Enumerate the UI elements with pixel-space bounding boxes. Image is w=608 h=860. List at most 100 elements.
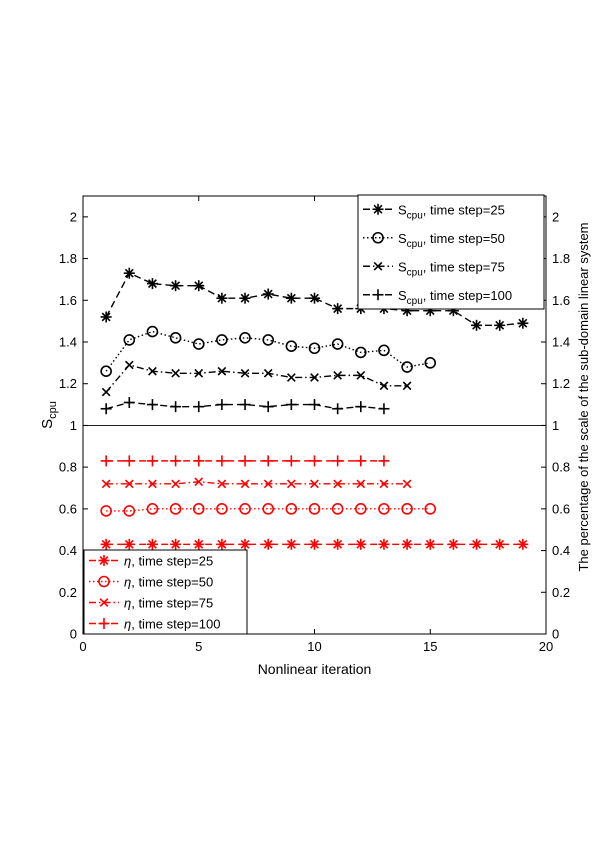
series-6-point-0 bbox=[101, 479, 111, 489]
y-tick-label-right-2: 0.4 bbox=[552, 543, 570, 558]
legend-1-label-2: η, time step=75 bbox=[124, 596, 213, 611]
series-2-point-1-b bbox=[124, 360, 134, 370]
series-5-point-13 bbox=[401, 503, 413, 515]
legend-0-label-1: Scpu, time step=50 bbox=[398, 231, 505, 250]
y-axis-label-left-subscript: cpu bbox=[47, 401, 59, 419]
series-4-point-2-b bbox=[147, 539, 157, 549]
series-0-point-7-b bbox=[263, 289, 273, 299]
series-6-point-10-b bbox=[333, 479, 343, 489]
y-tick-label-left-8: 1.6 bbox=[59, 293, 77, 308]
series-6-point-10 bbox=[333, 479, 343, 489]
series-4-point-6-b bbox=[240, 539, 250, 549]
y-tick-label-right-10: 2 bbox=[552, 209, 559, 224]
series-0-point-16-b bbox=[472, 320, 482, 330]
legend-0-label-sub-2: cpu bbox=[407, 267, 423, 278]
series-4-point-18-b bbox=[518, 539, 528, 549]
series-1-point-4 bbox=[192, 338, 205, 350]
series-1-point-7 bbox=[262, 334, 275, 346]
series-0-point-16 bbox=[471, 319, 483, 331]
series-1-point-8-shape bbox=[285, 340, 298, 352]
legend-0-marker-2-b bbox=[373, 261, 383, 271]
series-4 bbox=[100, 538, 529, 550]
series-4-point-8 bbox=[285, 538, 297, 550]
y-tick-label-left-7: 1.4 bbox=[59, 335, 77, 350]
series-2-point-13-b bbox=[402, 381, 412, 391]
series-4-point-0 bbox=[100, 538, 112, 550]
series-1-point-3-shape bbox=[169, 332, 182, 344]
legend-0-label-2: Scpu, time step=75 bbox=[398, 259, 505, 278]
series-6-point-1-b bbox=[124, 479, 134, 489]
series-5-point-11 bbox=[354, 503, 367, 515]
series-4-point-16 bbox=[471, 538, 483, 550]
y-tick-label-right-4: 0.8 bbox=[552, 460, 570, 475]
series-6-point-9-b bbox=[310, 479, 319, 489]
series-4-point-6 bbox=[239, 538, 251, 550]
legend-0-label-0: Scpu, time step=25 bbox=[398, 202, 505, 221]
series-7-point-6 bbox=[239, 455, 251, 467]
series-1-point-0-shape bbox=[100, 365, 112, 378]
series-0 bbox=[100, 267, 529, 331]
series-6-point-12-b bbox=[379, 479, 389, 489]
y-tick-label-right-9: 1.8 bbox=[552, 251, 570, 266]
x-axis-label: Nonlinear iteration bbox=[258, 661, 372, 677]
series-4-point-15 bbox=[447, 538, 459, 550]
legend-1-marker-0 bbox=[98, 555, 110, 566]
series-5-point-5 bbox=[216, 503, 228, 515]
legend-1-marker-1 bbox=[98, 575, 110, 588]
legend-0-marker-3 bbox=[372, 289, 384, 301]
series-2-point-9 bbox=[310, 373, 319, 382]
series-1-point-1 bbox=[123, 334, 136, 346]
legend-0-marker-1 bbox=[372, 231, 384, 244]
series-5-point-1 bbox=[123, 505, 136, 517]
series-2-point-5 bbox=[217, 366, 227, 376]
legend-0-label-3: Scpu, time step=100 bbox=[398, 288, 512, 307]
legend-1-label-main-3: η bbox=[124, 617, 131, 632]
series-4-point-11-b bbox=[356, 539, 366, 549]
series-5-point-13-shape bbox=[401, 503, 413, 515]
y-tick-label-right-3: 0.6 bbox=[552, 501, 570, 516]
x-tick-label-0: 0 bbox=[79, 639, 86, 654]
series-7 bbox=[100, 455, 390, 467]
series-5-point-11-shape bbox=[354, 503, 367, 515]
series-0-point-1 bbox=[123, 267, 135, 279]
series-2-point-12 bbox=[379, 381, 389, 391]
series-4-point-17 bbox=[494, 538, 506, 550]
series-0-point-8-b bbox=[286, 293, 296, 303]
series-1-point-11-shape bbox=[354, 346, 367, 359]
series-1-point-12 bbox=[378, 344, 390, 357]
y-tick-label-right-8: 1.6 bbox=[552, 293, 570, 308]
series-2-point-1 bbox=[124, 360, 134, 370]
series-7-point-4 bbox=[193, 455, 205, 467]
series-5-point-8-shape bbox=[285, 503, 298, 515]
series-5-point-3-shape bbox=[169, 503, 182, 515]
series-1-point-12-shape bbox=[378, 344, 390, 357]
series-0-point-18 bbox=[517, 317, 529, 329]
series-7-point-11 bbox=[355, 455, 367, 467]
series-1-point-2-shape bbox=[146, 325, 159, 338]
y-tick-label-left-2: 0.4 bbox=[59, 543, 77, 558]
series-1-point-6-shape bbox=[239, 332, 251, 344]
legend-1-marker-0-b bbox=[99, 556, 109, 565]
series-2-line bbox=[105, 364, 408, 393]
series-1-point-3 bbox=[169, 332, 182, 344]
legend-1-label-0: η, time step=25 bbox=[124, 554, 213, 569]
series-4-point-5 bbox=[216, 538, 228, 550]
series-5 bbox=[100, 503, 437, 517]
legend-0-label-sub-0: cpu bbox=[407, 210, 423, 221]
legend-0-label-main-1: S bbox=[398, 231, 407, 246]
legend-0-label-rest-2: , time step=75 bbox=[423, 259, 505, 274]
series-6-point-7 bbox=[263, 479, 273, 489]
legend-1-label-1: η, time step=50 bbox=[124, 575, 213, 590]
series-7-point-12 bbox=[378, 455, 390, 467]
series-2-point-12-b bbox=[379, 381, 389, 391]
series-4-point-18 bbox=[517, 538, 529, 550]
series-4-point-3-b bbox=[171, 539, 181, 549]
series-2-point-3 bbox=[171, 368, 180, 378]
legend-0-marker-2 bbox=[373, 261, 383, 271]
series-1-point-14-shape bbox=[424, 357, 437, 369]
series-5-point-9 bbox=[308, 503, 321, 515]
series-4-point-1-b bbox=[124, 539, 134, 549]
series-0-point-17 bbox=[494, 319, 506, 331]
series-4-point-12-b bbox=[379, 539, 389, 549]
x-tick-label-1: 5 bbox=[195, 639, 202, 654]
